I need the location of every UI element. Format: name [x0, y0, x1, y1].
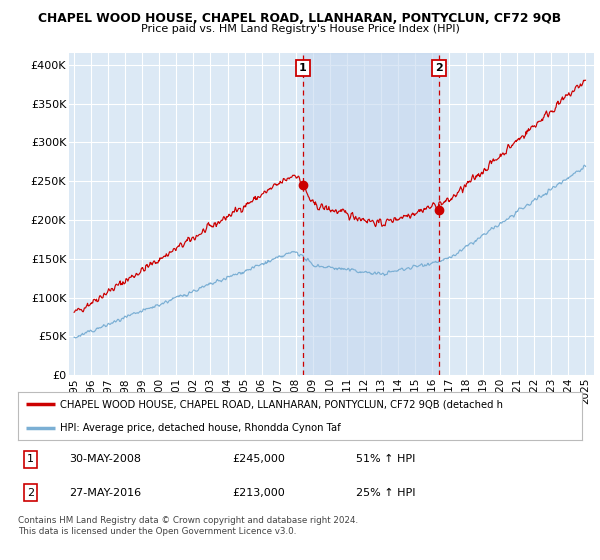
- Text: £245,000: £245,000: [232, 454, 285, 464]
- Text: 30-MAY-2008: 30-MAY-2008: [69, 454, 141, 464]
- Text: 27-MAY-2016: 27-MAY-2016: [69, 488, 141, 498]
- Bar: [303, 53, 439, 375]
- Text: 25% ↑ HPI: 25% ↑ HPI: [356, 488, 416, 498]
- Text: 1: 1: [299, 63, 307, 73]
- Text: HPI: Average price, detached house, Rhondda Cynon Taf: HPI: Average price, detached house, Rhon…: [60, 423, 341, 433]
- Text: 2: 2: [27, 488, 34, 498]
- Text: Price paid vs. HM Land Registry's House Price Index (HPI): Price paid vs. HM Land Registry's House …: [140, 24, 460, 34]
- Text: 1: 1: [27, 454, 34, 464]
- Text: 51% ↑ HPI: 51% ↑ HPI: [356, 454, 416, 464]
- Text: CHAPEL WOOD HOUSE, CHAPEL ROAD, LLANHARAN, PONTYCLUN, CF72 9QB: CHAPEL WOOD HOUSE, CHAPEL ROAD, LLANHARA…: [38, 12, 562, 25]
- Text: 2: 2: [436, 63, 443, 73]
- Text: £213,000: £213,000: [232, 488, 285, 498]
- Text: CHAPEL WOOD HOUSE, CHAPEL ROAD, LLANHARAN, PONTYCLUN, CF72 9QB (detached h: CHAPEL WOOD HOUSE, CHAPEL ROAD, LLANHARA…: [60, 399, 503, 409]
- Text: Contains HM Land Registry data © Crown copyright and database right 2024.
This d: Contains HM Land Registry data © Crown c…: [18, 516, 358, 536]
